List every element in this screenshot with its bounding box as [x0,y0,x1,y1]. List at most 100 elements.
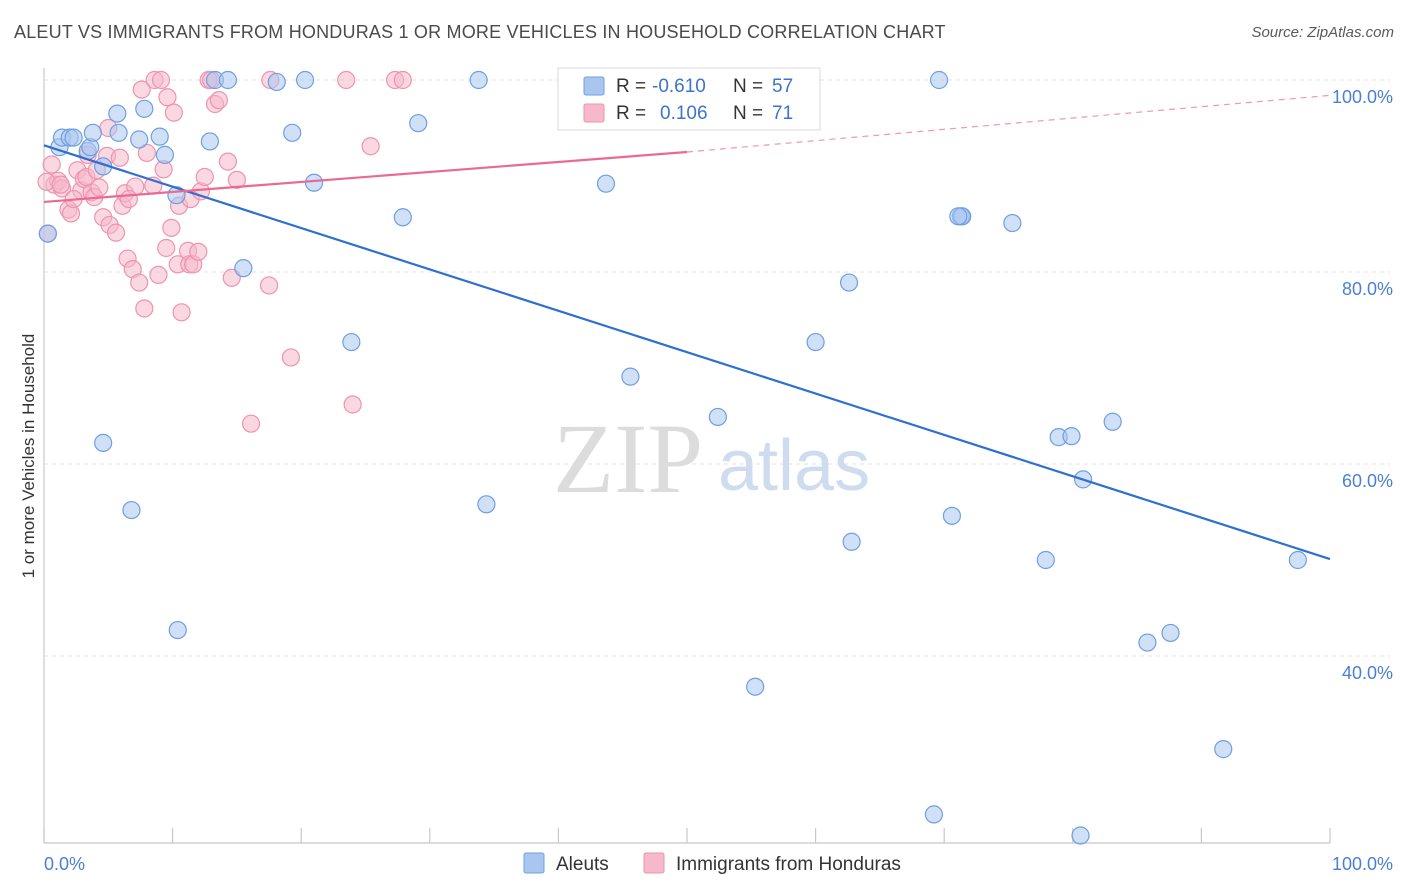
x-tick-label: 100.0% [1332,854,1393,874]
aleut-point [842,532,861,551]
honduras-point [42,155,61,174]
aleut-point [168,620,187,640]
aleut-point [708,407,727,427]
grid-lines [44,79,1390,657]
aleut-point [477,495,496,514]
honduras-point [393,70,412,90]
aleut-point [949,207,968,226]
aleut-point [122,500,141,520]
honduras-point [51,175,70,194]
aleut-point [83,123,102,142]
watermark-zip: ZIP [553,403,703,514]
honduras-point [189,242,208,261]
honduras-points [37,70,580,433]
honduras-point [343,395,362,414]
honduras-point [218,152,237,171]
legend-r-value-2: 0.106 [660,103,708,124]
honduras-point [130,273,149,292]
aleut-point [1071,826,1090,845]
honduras-point [162,218,181,237]
honduras-point [337,70,356,90]
aleut-point [218,70,237,90]
legend-n-value-2: 71 [772,103,793,124]
bottom-legend-label-aleuts: Aleuts [556,854,609,875]
legend-r-label-2: R = [616,103,646,124]
aleut-point [200,132,219,151]
honduras-point [149,265,168,284]
legend-r-value-1: -0.610 [652,76,706,97]
source-label: Source: ZipAtlas.com [1251,24,1394,41]
honduras-point [281,348,301,367]
aleut-point [267,72,286,92]
y-tick-label: 80.0% [1342,279,1393,299]
legend-box: R = -0.610 N = 57 R = 0.106 N = 71 [557,67,821,131]
aleut-point [342,332,361,352]
honduras-point [135,299,154,318]
aleut-point [1003,213,1022,233]
aleut-point [108,104,127,123]
bottom-legend-label-honduras: Immigrants from Honduras [676,854,901,875]
aleut-point [929,70,949,90]
aleut-point [109,123,128,142]
aleuts-trend-line [43,144,1331,561]
aleut-point [596,174,616,193]
y-tick-label: 100.0% [1332,87,1393,107]
honduras-trend-line [43,150,688,204]
legend-n-label-2: N = [733,103,763,124]
aleut-point [1288,550,1307,570]
honduras-point [209,91,228,110]
aleut-point [155,145,174,164]
honduras-trend-extension [686,94,1331,153]
honduras-point [157,238,176,258]
aleut-point [234,259,253,278]
honduras-point [137,143,156,163]
honduras-point [259,276,279,295]
aleut-point [924,805,944,824]
aleut-point [621,367,640,386]
aleut-point [806,332,825,352]
honduras-point [172,303,191,322]
y-tick-label: 60.0% [1342,471,1393,491]
aleut-point [38,224,57,243]
trend-lines [43,94,1331,561]
honduras-point [110,148,129,167]
y-tick-label: 40.0% [1342,663,1393,683]
honduras-point [195,167,214,187]
aleut-point [942,506,962,525]
honduras-point [241,414,261,433]
aleut-point [283,123,302,142]
aleut-point [304,173,324,192]
honduras-point [227,170,246,189]
y-tick-labels: 40.0% 60.0% 80.0% 100.0% [1332,87,1393,683]
aleut-point [1214,740,1233,759]
aleut-point [150,127,169,146]
bottom-legend-swatch-honduras [643,852,665,874]
honduras-point [132,80,151,99]
aleut-point [393,208,412,227]
legend-n-value-1: 57 [772,76,793,97]
aleut-point [130,130,149,149]
x-tick-labels: 0.0% 100.0% [44,854,1393,874]
bottom-legend: Aleuts Immigrants from Honduras [523,852,901,875]
honduras-point [361,137,380,156]
honduras-point [119,189,138,209]
honduras-point [158,88,177,107]
honduras-point [151,70,171,90]
chart-title: ALEUT VS IMMIGRANTS FROM HONDURAS 1 OR M… [14,22,946,42]
axes [43,68,1331,844]
aleut-point [1161,623,1180,643]
honduras-point [90,178,109,197]
x-tick-label: 0.0% [44,854,85,874]
aleut-point [469,70,488,90]
aleut-point [839,273,859,292]
aleut-point [409,114,428,133]
legend-r-label-1: R = [616,76,646,97]
bottom-legend-swatch-aleuts [523,852,545,874]
aleut-point [64,128,83,147]
aleut-point [295,70,315,90]
aleut-point [135,99,154,118]
aleut-point [746,677,765,696]
watermark-atlas: atlas [718,426,870,506]
honduras-point [164,103,183,122]
